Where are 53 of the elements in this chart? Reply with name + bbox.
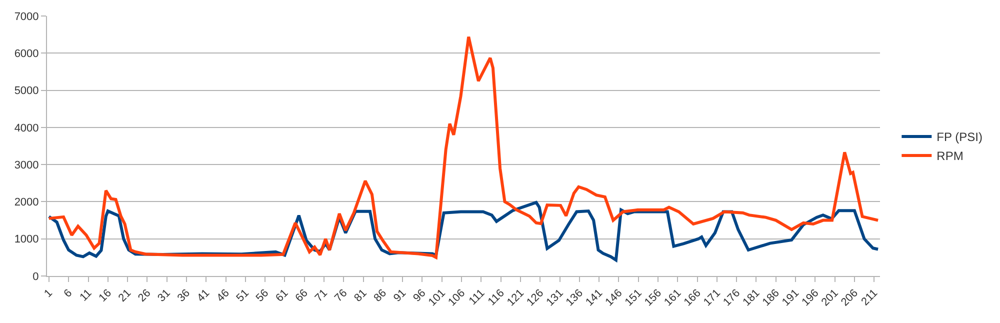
x-tick-label: 31 — [156, 287, 173, 304]
y-tick-label: 1000 — [14, 234, 39, 246]
x-tick-label: 56 — [254, 287, 272, 304]
x-tick-label: 131 — [544, 287, 566, 309]
x-tick-label: 161 — [662, 287, 684, 309]
x-tick-label: 86 — [372, 287, 389, 304]
x-tick-label: 11 — [78, 287, 94, 304]
x-tick-label: 101 — [426, 287, 448, 309]
x-tick-label: 191 — [780, 287, 802, 309]
legend-label: FP (PSI) — [936, 130, 982, 144]
x-tick-label: 66 — [293, 287, 310, 304]
x-tick-label: 6 — [62, 287, 75, 300]
x-tick-label: 96 — [411, 287, 428, 304]
x-tick-label: 81 — [352, 287, 370, 304]
x-tick-label: 106 — [446, 287, 468, 309]
x-tick-label: 111 — [466, 287, 488, 308]
x-tick-label: 71 — [312, 287, 330, 304]
x-tick-label: 41 — [194, 287, 212, 304]
x-tick-label: 51 — [234, 287, 252, 304]
x-tick-label: 61 — [274, 287, 291, 304]
x-tick-label: 16 — [96, 287, 114, 304]
y-tick-label: 2000 — [14, 196, 39, 209]
x-tick-label: 116 — [486, 287, 507, 308]
y-tick-label: 6000 — [14, 48, 39, 60]
x-tick-label: 166 — [682, 287, 704, 309]
y-tick-label: 4000 — [14, 122, 39, 134]
x-tick-label: 76 — [332, 287, 350, 304]
y-tick-label: 3000 — [14, 159, 39, 172]
y-tick-label: 5000 — [14, 85, 39, 98]
legend-label: RPM — [936, 149, 964, 164]
x-tick-label: 91 — [391, 287, 409, 304]
x-tick-label: 121 — [505, 287, 526, 309]
x-tick-label: 136 — [564, 287, 586, 309]
x-tick-label: 156 — [642, 287, 664, 309]
x-tick-label: 21 — [116, 287, 134, 304]
x-tick-label: 36 — [175, 287, 192, 304]
x-tick-label: 126 — [524, 287, 546, 309]
x-tick-label: 1 — [42, 287, 55, 300]
x-tick-label: 196 — [800, 287, 822, 309]
x-tick-label: 171 — [701, 287, 723, 309]
x-tick-label: 176 — [721, 287, 743, 309]
x-tick-label: 141 — [584, 287, 606, 309]
x-tick-label: 206 — [839, 287, 860, 309]
x-tick-label: 146 — [603, 287, 625, 309]
x-tick-label: 186 — [760, 287, 782, 309]
x-tick-label: 151 — [622, 287, 644, 309]
x-tick-label: 201 — [819, 287, 841, 309]
x-tick-label: 46 — [214, 287, 232, 304]
x-tick-label: 26 — [136, 287, 154, 304]
x-tick-label: 181 — [740, 287, 762, 309]
x-tick-label: 211 — [859, 287, 880, 308]
y-tick-label: 7000 — [14, 10, 39, 23]
y-tick-label: 0 — [32, 270, 39, 283]
